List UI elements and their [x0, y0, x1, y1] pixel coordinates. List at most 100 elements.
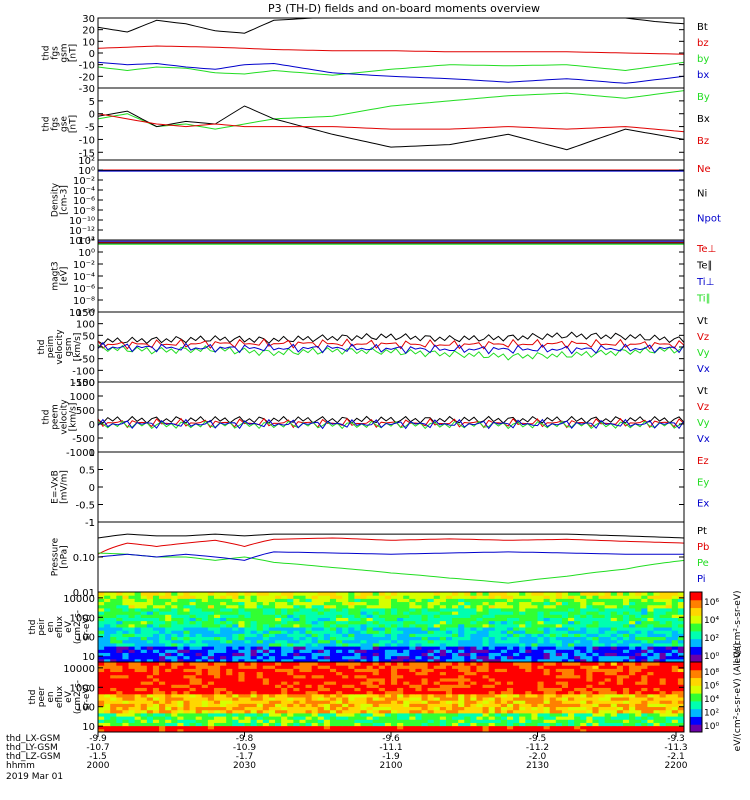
spectrogram-cell	[513, 697, 520, 701]
spectrogram-cell	[384, 601, 392, 606]
spectrogram-cell	[189, 722, 197, 727]
spectrogram-cell	[598, 709, 606, 714]
spectrogram-cell	[555, 687, 563, 692]
spectrogram-cell	[488, 658, 496, 663]
spectrogram-cell	[177, 658, 184, 663]
spectrogram-cell	[220, 681, 227, 685]
spectrogram-cell	[213, 652, 221, 657]
spectrogram-cell	[568, 592, 575, 596]
spectrogram-cell	[598, 607, 606, 612]
spectrogram-cell	[287, 709, 294, 714]
spectrogram-cell	[629, 611, 636, 615]
colorbar-step	[690, 607, 702, 616]
spectrogram-cell	[494, 674, 502, 679]
spectrogram-cell	[403, 684, 410, 688]
spectrogram-cell	[360, 662, 368, 666]
y-tick-label: 10⁻⁴	[73, 186, 95, 197]
spectrogram-cell	[317, 633, 325, 638]
spectrogram-cell	[592, 728, 600, 733]
spectrogram-cell	[152, 611, 160, 615]
spectrogram-cell	[391, 642, 398, 647]
spectrogram-cell	[574, 662, 581, 666]
spectrogram-cell	[482, 687, 490, 692]
y-axis-label: en	[46, 691, 56, 702]
spectrogram-cell	[574, 712, 581, 717]
spectrogram-cell	[329, 655, 337, 660]
spectrogram-cell	[391, 693, 398, 698]
spectrogram-cell	[537, 598, 545, 603]
spectrogram-cell	[421, 639, 429, 644]
spectrogram-cell	[104, 649, 111, 653]
spectrogram-cell	[323, 662, 331, 666]
spectrogram-cell	[220, 677, 227, 682]
spectrogram-cell	[665, 719, 673, 723]
spectrogram-cell	[250, 598, 258, 603]
spectrogram-cell	[146, 687, 154, 692]
spectrogram-cell	[610, 620, 618, 625]
legend-label-By: By	[697, 92, 710, 103]
spectrogram-cell	[629, 607, 636, 612]
spectrogram-cell	[323, 655, 331, 660]
spectrogram-cell	[348, 636, 355, 641]
spectrogram-cell	[604, 633, 612, 638]
spectrogram-cell	[488, 712, 496, 717]
spectrogram-cell	[659, 706, 667, 711]
spectrogram-cell	[342, 687, 349, 692]
spectrogram-cell	[293, 681, 300, 685]
spectrogram-cell	[165, 728, 172, 733]
spectrogram-cell	[177, 620, 184, 625]
legend-label-Npot: Npot	[697, 213, 721, 224]
spectrogram-cell	[134, 677, 142, 682]
spectrogram-cell	[159, 627, 166, 631]
spectrogram-cell	[397, 674, 404, 679]
spectrogram-cell	[629, 722, 636, 727]
spectrogram-cell	[177, 614, 184, 618]
y-tick-label: 10⁻²	[73, 176, 95, 187]
spectrogram-cell	[220, 674, 227, 679]
spectrogram-cell	[543, 633, 551, 638]
spectrogram-cell	[293, 611, 300, 615]
spectrogram-cell	[610, 681, 618, 685]
spectrogram-cell	[262, 636, 270, 641]
spectrogram-cell	[232, 595, 239, 599]
spectrogram-cell	[281, 687, 288, 692]
spectrogram-cell	[372, 662, 380, 666]
spectrogram-cell	[116, 598, 123, 603]
spectrogram-cell	[513, 652, 520, 657]
spectrogram-cell	[275, 662, 282, 666]
spectrogram-cell	[293, 700, 300, 704]
spectrogram-cell	[256, 712, 264, 717]
spectrogram-cell	[159, 684, 166, 688]
spectrogram-cell	[391, 719, 398, 723]
spectrogram-cell	[506, 592, 514, 596]
legend-label-Te⊥: Te⊥	[696, 244, 716, 255]
spectrogram-cell	[317, 712, 325, 717]
spectrogram-cell	[110, 671, 117, 676]
spectrogram-cell	[177, 681, 184, 685]
spectrogram-cell	[458, 693, 465, 698]
spectrogram-cell	[250, 611, 258, 615]
spectrogram-cell	[519, 636, 526, 641]
y-tick-label: -20	[79, 72, 95, 83]
spectrogram-cell	[415, 681, 423, 685]
spectrogram-cell	[561, 687, 569, 692]
spectrogram-cell	[641, 658, 648, 663]
spectrogram-cell	[281, 652, 288, 657]
spectrogram-cell	[134, 604, 142, 609]
spectrogram-cell	[592, 662, 600, 666]
spectrogram-cell	[610, 674, 618, 679]
spectrogram-cell	[622, 700, 630, 704]
spectrogram-cell	[397, 630, 404, 634]
spectrogram-cell	[458, 665, 465, 669]
spectrogram-cell	[622, 620, 630, 625]
spectrogram-cell	[409, 598, 416, 603]
spectrogram-cell	[165, 614, 172, 618]
spectrogram-cell	[134, 728, 142, 733]
spectrogram-cell	[165, 712, 172, 717]
spectrogram-cell	[415, 684, 423, 688]
spectrogram-cell	[232, 617, 239, 622]
spectrogram-cell	[629, 617, 636, 622]
spectrogram-cell	[152, 658, 160, 663]
spectrogram-cell	[580, 633, 587, 638]
spectrogram-cell	[366, 607, 374, 612]
